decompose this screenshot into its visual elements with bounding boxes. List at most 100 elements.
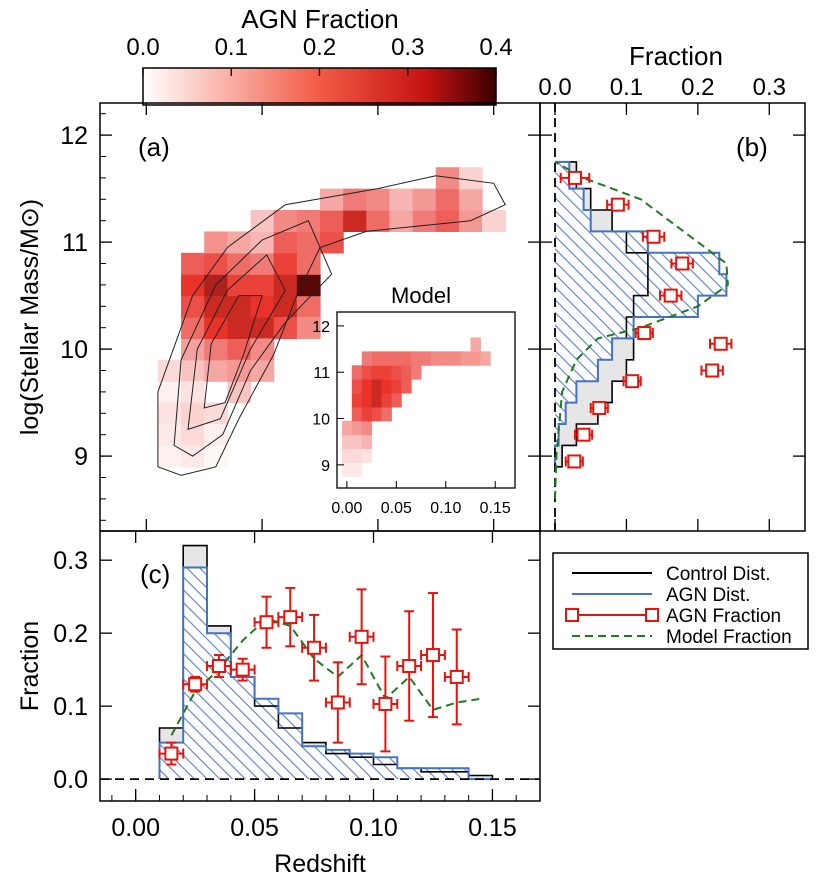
legend-swatch-marker: [565, 608, 579, 622]
fraction-marker: [330, 695, 345, 710]
legend-item-model: Model Fraction: [572, 627, 792, 648]
heatmap-cell: [227, 381, 252, 404]
heatmap-cell: [204, 445, 228, 468]
inset-cell: [381, 406, 392, 422]
panel-a-label: (a): [138, 132, 170, 162]
contour-line: [187, 254, 286, 431]
inset-cell: [381, 351, 392, 366]
inset-title: Model: [391, 283, 451, 308]
heatmap-cell: [412, 210, 437, 232]
control-hist-line: [554, 161, 649, 468]
heatmap-cell: [227, 252, 252, 275]
inset-cell: [450, 351, 462, 366]
heatmap-cell: [181, 402, 205, 425]
heatmap-cell: [273, 295, 298, 318]
heatmap-cell: [320, 188, 344, 211]
heatmap-cell: [482, 210, 506, 232]
inset-cell: [460, 351, 471, 366]
inset-frame: [336, 311, 516, 489]
model-fraction-line: [170, 617, 481, 736]
fraction-marker: [211, 659, 226, 673]
b-x-tick-label: 0.2: [681, 74, 714, 101]
inset-cell: [361, 351, 373, 366]
heatmap-cell: [181, 338, 205, 361]
contour-line: [203, 295, 263, 409]
c-x-tick-label: 0.05: [230, 814, 279, 842]
heatmap-cell: [204, 231, 228, 254]
heatmap-cell: [273, 252, 298, 275]
colorbar-tick-label: 0.3: [391, 34, 424, 61]
inset-cell: [430, 351, 442, 366]
y-axis-label-mass: log(Stellar Mass/M⊙): [16, 199, 44, 435]
legend: Control Dist.AGN Dist.AGN FractionModel …: [552, 552, 809, 650]
fraction-marker: [576, 427, 591, 442]
legend-items: Control Dist.AGN Dist.AGN FractionModel …: [565, 564, 792, 648]
contour-line: [173, 220, 333, 457]
fraction-marker: [378, 696, 393, 711]
panel-b-label: (b): [736, 132, 768, 162]
legend-item-agn: AGN Dist.: [572, 585, 750, 606]
heatmap-cell: [412, 188, 437, 211]
panel-b-top-label: Fraction: [629, 41, 723, 71]
inset-x-tick-label: 0.00: [331, 500, 362, 517]
panel-c-plot: [100, 544, 540, 781]
inset-cell: [341, 434, 353, 450]
inset-cell: [361, 379, 373, 394]
fraction-marker: [259, 615, 274, 630]
legend-swatch-marker: [645, 608, 659, 622]
b-x-tick-label: 0.0: [538, 74, 571, 101]
inset-cell: [391, 393, 402, 408]
heatmap-cell: [389, 188, 414, 211]
heatmap-cell: [157, 402, 182, 425]
fraction-marker: [235, 662, 250, 677]
heatmap-cell: [343, 188, 367, 211]
heatmap-cell: [204, 338, 228, 361]
heatmap-cell: [366, 188, 391, 211]
heatmap-cell: [157, 445, 182, 468]
inset-x-tick-label: 0.15: [480, 500, 511, 517]
fraction-marker: [188, 677, 203, 692]
inset-cell: [401, 365, 412, 380]
fraction-marker: [625, 374, 640, 389]
inset-cell: [480, 351, 491, 366]
inset-cell: [391, 351, 402, 366]
inset-cell: [381, 365, 392, 380]
inset-cell: [351, 420, 363, 436]
y-tick-label: 10: [60, 336, 88, 364]
inset-cell: [401, 379, 412, 394]
contour-line: [157, 175, 506, 476]
heatmap-cell: [273, 210, 298, 232]
heatmap-cell: [227, 274, 252, 297]
heatmap-cell: [157, 359, 182, 382]
heatmap-cell: [296, 231, 321, 254]
heatmap-cell: [181, 274, 205, 297]
inset-cell: [411, 365, 422, 380]
legend-item-control: Control Dist.: [572, 564, 771, 585]
inset-cell: [371, 379, 382, 394]
heatmap-cell: [227, 231, 252, 254]
heatmap-cell: [435, 210, 460, 232]
inset-axis: 9 10 11 12 0.00 0.05 0.10 0.15: [312, 319, 511, 517]
heatmap-cell: [296, 274, 321, 297]
heatmap-cell: [157, 424, 182, 446]
c-y-tick-label: 0.3: [53, 547, 88, 575]
agn-hist-fill: [555, 161, 727, 467]
heatmap-cell: [204, 359, 228, 382]
fraction-marker: [307, 640, 322, 655]
legend-label: AGN Dist.: [666, 585, 750, 606]
fraction-marker: [637, 326, 652, 341]
density-contours: [157, 175, 506, 476]
heatmap-cell: [320, 231, 344, 254]
colorbar-tick-label: 0.4: [479, 34, 512, 61]
panel-b-frame: [539, 102, 806, 532]
inset-cell: [341, 420, 353, 436]
c-y-tick-label: 0.1: [53, 693, 88, 721]
agn-hist-line: [158, 566, 493, 781]
colorbar: AGN Fraction 0.0 0.1 0.2 0.3 0.4: [126, 4, 513, 106]
c-x-tick-label: 0.15: [468, 814, 517, 842]
inset-cell: [351, 462, 363, 477]
inset-cell: [381, 379, 392, 394]
heatmap-cell: [250, 252, 275, 275]
inset-cell: [381, 393, 392, 408]
colorbar-ticks: 0.0 0.1 0.2 0.3 0.4: [126, 34, 513, 76]
